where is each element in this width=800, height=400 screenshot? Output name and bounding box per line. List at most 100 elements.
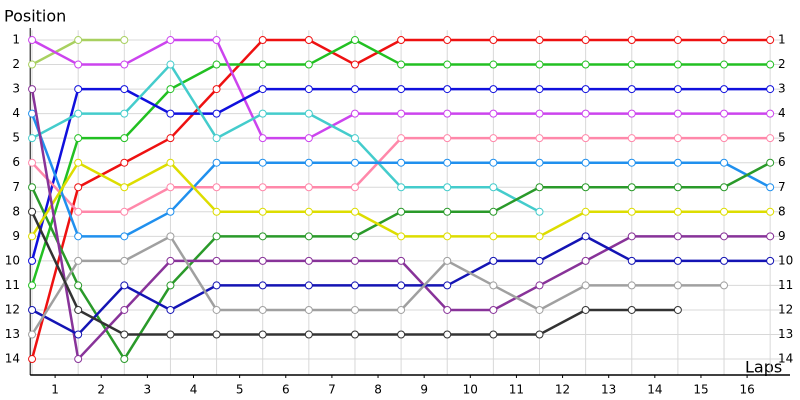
series-point bbox=[766, 183, 775, 192]
series-point bbox=[74, 305, 83, 314]
series-point bbox=[397, 330, 406, 339]
series-point bbox=[304, 281, 313, 290]
series-point bbox=[535, 232, 544, 241]
series-point bbox=[397, 36, 406, 45]
series-point bbox=[120, 109, 129, 118]
series-point bbox=[673, 36, 682, 45]
y-tick-label-right: 4 bbox=[778, 106, 786, 120]
series-point bbox=[627, 85, 636, 94]
series-point bbox=[120, 232, 129, 241]
y-tick-label-right: 7 bbox=[778, 180, 786, 194]
x-tick-label: 5 bbox=[236, 383, 244, 397]
series-point bbox=[258, 305, 267, 314]
series-point bbox=[28, 232, 37, 241]
series-point bbox=[350, 36, 359, 45]
series-point bbox=[443, 232, 452, 241]
series-point bbox=[673, 232, 682, 241]
series-point bbox=[212, 158, 221, 167]
series-point bbox=[120, 158, 129, 167]
series-point bbox=[766, 232, 775, 241]
series-point bbox=[443, 305, 452, 314]
series-point bbox=[350, 85, 359, 94]
series-point bbox=[304, 183, 313, 192]
series-point bbox=[28, 305, 37, 314]
series-point bbox=[166, 60, 175, 69]
series-point bbox=[258, 158, 267, 167]
series-point bbox=[673, 109, 682, 118]
series-point bbox=[120, 256, 129, 265]
series-point bbox=[489, 330, 498, 339]
series-point bbox=[581, 183, 590, 192]
series-point bbox=[489, 134, 498, 143]
y-tick-label: 10 bbox=[5, 253, 20, 267]
series-point bbox=[535, 281, 544, 290]
series-point bbox=[443, 109, 452, 118]
series-point bbox=[212, 109, 221, 118]
y-tick-label-right: 3 bbox=[778, 82, 786, 96]
series-point bbox=[304, 85, 313, 94]
series-point bbox=[766, 36, 775, 45]
series-point bbox=[304, 305, 313, 314]
series-point bbox=[304, 207, 313, 216]
series-point bbox=[28, 109, 37, 118]
series-point bbox=[627, 109, 636, 118]
series-point bbox=[489, 36, 498, 45]
series-point bbox=[166, 183, 175, 192]
series-point bbox=[166, 232, 175, 241]
series-point bbox=[489, 85, 498, 94]
series-point bbox=[166, 207, 175, 216]
series-point bbox=[28, 256, 37, 265]
series-point bbox=[74, 85, 83, 94]
series-point bbox=[581, 207, 590, 216]
x-tick-label: 11 bbox=[509, 383, 524, 397]
series-point bbox=[535, 60, 544, 69]
series-point bbox=[673, 281, 682, 290]
series-point bbox=[120, 60, 129, 69]
y-tick-label: 11 bbox=[5, 278, 20, 292]
series-point bbox=[627, 183, 636, 192]
x-tick-label: 3 bbox=[144, 383, 152, 397]
series-point bbox=[673, 207, 682, 216]
series-point bbox=[304, 109, 313, 118]
series-point bbox=[720, 158, 729, 167]
series-line bbox=[30, 234, 725, 336]
series-point bbox=[720, 207, 729, 216]
series-point bbox=[673, 60, 682, 69]
x-tick-label: 1 bbox=[51, 383, 59, 397]
series-point bbox=[74, 232, 83, 241]
series-point bbox=[166, 281, 175, 290]
x-tick-label: 7 bbox=[328, 383, 336, 397]
series-point bbox=[258, 36, 267, 45]
y-tick-label: 7 bbox=[12, 180, 20, 194]
series-point bbox=[535, 36, 544, 45]
series-line bbox=[31, 62, 541, 213]
series-point bbox=[535, 207, 544, 216]
y-tick-label-right: 11 bbox=[778, 278, 793, 292]
series-point bbox=[28, 183, 37, 192]
series-point bbox=[489, 232, 498, 241]
y-tick-label: 3 bbox=[12, 82, 20, 96]
series-point bbox=[720, 281, 729, 290]
x-tick-label: 2 bbox=[97, 383, 105, 397]
series-point bbox=[258, 183, 267, 192]
series-point bbox=[350, 281, 359, 290]
series-point bbox=[535, 109, 544, 118]
series-point bbox=[74, 281, 83, 290]
series-point bbox=[74, 158, 83, 167]
x-tick-label: 14 bbox=[647, 383, 662, 397]
series-point bbox=[166, 330, 175, 339]
y-tick-label-right: 6 bbox=[778, 155, 786, 169]
series-point bbox=[627, 60, 636, 69]
series-point bbox=[489, 207, 498, 216]
series-point bbox=[28, 281, 37, 290]
series-point bbox=[443, 158, 452, 167]
series-point bbox=[397, 207, 406, 216]
series-point bbox=[74, 355, 83, 364]
series-point bbox=[581, 256, 590, 265]
series-point bbox=[720, 183, 729, 192]
y-axis-title: Position bbox=[4, 7, 66, 26]
series-point bbox=[212, 232, 221, 241]
y-tick-label-right: 1 bbox=[778, 33, 786, 47]
series-point bbox=[350, 158, 359, 167]
